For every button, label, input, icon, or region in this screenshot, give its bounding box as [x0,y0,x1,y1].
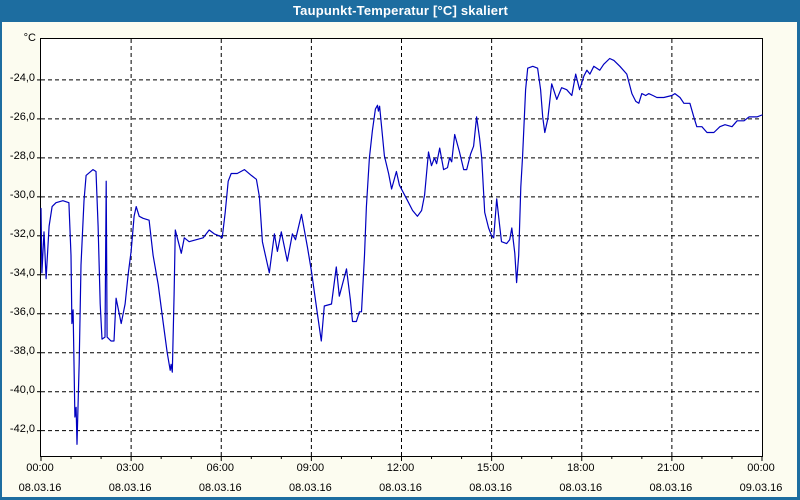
x-tick-date: 08.03.16 [18,482,62,494]
x-tick-time: 00:00 [26,462,54,474]
x-tick-time: 03:00 [116,462,144,474]
y-tick-label: -42,0 [9,422,35,435]
x-tick-date: 08.03.16 [649,482,693,494]
x-tick-time: 21:00 [657,462,685,474]
y-axis-unit-label: °C [23,32,36,44]
x-tick-date: 08.03.16 [288,482,332,494]
series-line [40,57,763,445]
x-tick-date: 09.03.16 [739,482,783,494]
y-tick-label: -34,0 [9,266,35,279]
y-tick-label: -26,0 [9,110,35,123]
line-chart-svg [37,39,763,461]
y-tick-label: -38,0 [9,344,35,357]
x-tick-date: 08.03.16 [469,482,513,494]
y-tick-label: -28,0 [9,149,35,162]
x-tick-date: 08.03.16 [198,482,242,494]
x-tick-time: 09:00 [296,462,325,474]
x-tick-time: 15:00 [476,462,505,474]
y-tick-label: -40,0 [9,383,35,396]
y-tick-label: -36,0 [9,305,35,318]
chart-area: °C -24,0 -26,0 -28,0 -30,0 -32,0 -34,0 -36,0 -3… [2,22,797,497]
window-title: Taupunkt-Temperatur [°C] skaliert [292,3,508,18]
x-tick-date: 08.03.16 [379,482,422,494]
y-tick-label: -30,0 [9,188,35,201]
plot-region [37,38,763,461]
y-tick-label: -32,0 [9,227,35,240]
x-tick-time: 00:00 [747,462,775,474]
x-tick-time: 12:00 [386,462,415,474]
x-tick-date: 08.03.16 [108,482,152,494]
x-tick-date: 08.03.16 [559,482,603,494]
x-tick-time: 18:00 [566,462,595,474]
x-tick-time: 06:00 [206,462,235,474]
y-tick-label: -24,0 [9,71,35,84]
title-bar[interactable]: Taupunkt-Temperatur [°C] skaliert [2,0,797,22]
